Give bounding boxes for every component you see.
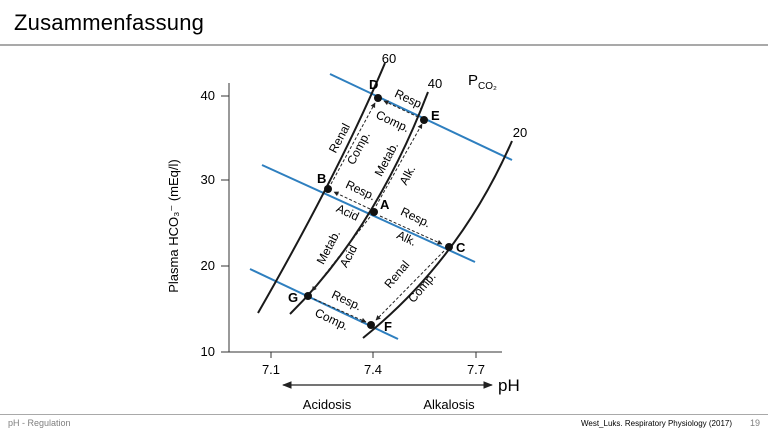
point-F [367, 321, 375, 329]
annotation-resp-AB: Resp. [344, 177, 378, 203]
annotation-alk-AC: Alk. [395, 228, 419, 249]
transition-arrows [311, 100, 445, 323]
buffer-line-upper [329, 73, 513, 161]
footer-source: West_Luks. Respiratory Physiology (2017) [580, 419, 732, 428]
arrow-A-to-E [375, 123, 423, 207]
footer-divider [0, 414, 768, 415]
point-D [374, 94, 382, 102]
isobar-label-20: 20 [513, 125, 527, 140]
y-tick-label: 40 [201, 88, 215, 103]
pco2-letter: P [468, 72, 478, 89]
page-number: 19 [749, 418, 760, 428]
point-B [324, 185, 332, 193]
annotation-resp-DE: Resp. [393, 86, 427, 112]
acidosis-label: Acidosis [303, 397, 352, 412]
point-G [304, 292, 312, 300]
plot-axes [221, 83, 502, 358]
annotation-metab-AE: Metab. [372, 140, 402, 179]
slide-title: Zusammenfassung [14, 10, 205, 35]
point-label-F: F [384, 319, 392, 334]
x-tick-label: 7.1 [262, 362, 280, 377]
point-label-E: E [431, 108, 440, 123]
pco2-subscript: CO₂ [478, 81, 497, 92]
x-tick-label: 7.4 [364, 362, 382, 377]
title-divider [0, 44, 768, 46]
annotation-comp-GF: Comp. [313, 306, 351, 334]
state-points [304, 94, 453, 329]
isobar-40 [289, 91, 429, 315]
annotation-comp-DE: Comp. [374, 108, 412, 136]
point-label-B: B [317, 171, 326, 186]
point-label-C: C [456, 240, 466, 255]
footer-section-label: pH - Regulation [8, 418, 71, 428]
y-tick-label: 10 [201, 344, 215, 359]
arrow-D-to-E [383, 100, 419, 118]
isobar-label-60: 60 [382, 51, 396, 66]
point-label-G: G [288, 290, 298, 305]
x-tick-label: 7.7 [467, 362, 485, 377]
isobar-label-40: 40 [428, 76, 442, 91]
annotation-comp-CF: Comp. [405, 269, 438, 305]
annotation-renal-CF: Renal [381, 258, 412, 291]
y-tick-label: 30 [201, 172, 215, 187]
arrow-A-to-G [311, 216, 371, 292]
point-label-A: A [380, 197, 390, 212]
point-E [420, 116, 428, 124]
point-label-D: D [369, 77, 378, 92]
y-axis-label: Plasma HCO₃⁻ (mEq/l) [166, 159, 181, 293]
arrow-A-to-C [379, 215, 443, 245]
alkalosis-label: Alkalosis [423, 397, 475, 412]
point-A [370, 208, 378, 216]
arrow-B-to-D [330, 102, 376, 185]
pco2-label: PCO₂ [468, 72, 497, 92]
isobar-60 [257, 62, 386, 314]
point-C [445, 243, 453, 251]
y-tick-label: 20 [201, 258, 215, 273]
annotation-acid-AB: Acid [334, 201, 361, 224]
annotation-alk-AE: Alk. [397, 163, 419, 187]
arrow-A-to-B [333, 191, 371, 210]
arrow-G-to-F [313, 298, 367, 323]
x-axis-label: pH [498, 376, 520, 395]
arrow-C-to-F [375, 250, 445, 321]
annotation-acid-AG: Acid [337, 243, 360, 270]
